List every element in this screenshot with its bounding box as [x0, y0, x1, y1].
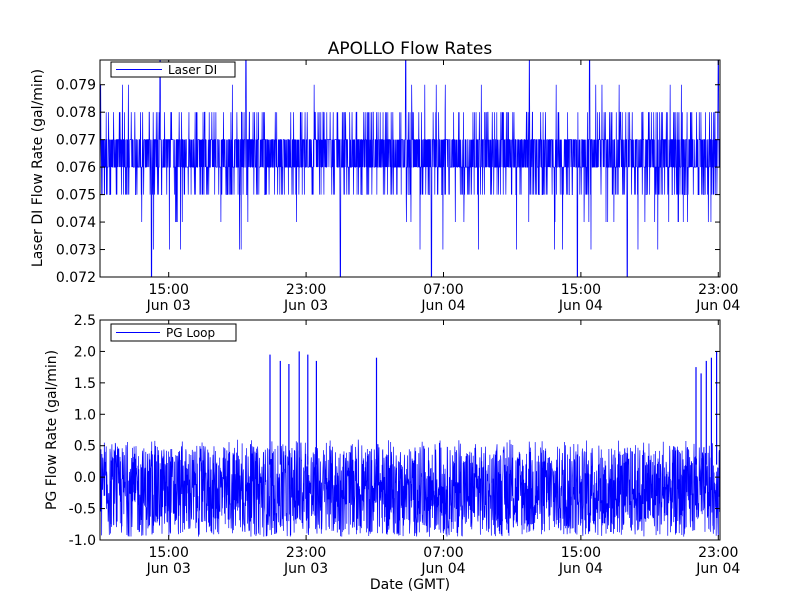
xtick-label-date: Jun 04: [558, 561, 603, 577]
ytick-label: 0.077: [56, 133, 96, 149]
xtick-label-time: 23:00: [286, 282, 326, 298]
xtick-label-date: Jun 04: [420, 298, 465, 314]
ytick-label: 2.0: [74, 344, 96, 360]
x-axis-title: Date (GMT): [370, 577, 450, 593]
figure: APOLLO Flow Rates 0.0720.0730.0740.0750.…: [0, 0, 800, 600]
xtick-label-time: 07:00: [423, 545, 463, 561]
xtick-label-time: 23:00: [698, 545, 738, 561]
laser-di-ylabel: Laser DI Flow Rate (gal/min): [30, 69, 46, 267]
xtick-label-date: Jun 04: [558, 298, 603, 314]
ytick-label: 0.072: [56, 270, 96, 286]
laser-di-panel: 0.072 0.073 0.074 0.075 0.076 0.077 0.078 0.079…: [30, 60, 740, 314]
xtick-label-date: Jun 04: [695, 561, 740, 577]
figure-title: APOLLO Flow Rates: [328, 39, 493, 59]
ytick-label: 0.078: [56, 105, 96, 121]
pg-loop-legend: PG Loop: [111, 324, 236, 341]
xtick-label-time: 15:00: [149, 545, 189, 561]
xtick-label-date: Jun 04: [420, 561, 465, 577]
ytick-label: 0.0: [74, 470, 96, 486]
ytick-label: 0.073: [56, 243, 96, 259]
ytick-label: 1.0: [74, 407, 96, 423]
xtick-label-date: Jun 03: [146, 561, 191, 577]
ytick-label: 0.076: [56, 160, 96, 176]
ytick-label: -1.0: [69, 533, 96, 549]
laser-di-legend-label: Laser DI: [168, 63, 217, 77]
xtick-label-date: Jun 03: [283, 298, 328, 314]
xtick-label-time: 23:00: [286, 545, 326, 561]
ytick-label: 2.5: [74, 313, 96, 329]
ytick-label: -0.5: [69, 502, 96, 518]
ytick-label: 0.079: [56, 78, 96, 94]
xtick-label-date: Jun 03: [283, 561, 328, 577]
pg-loop-ylabel: PG Flow Rate (gal/min): [44, 350, 60, 510]
pg-loop-legend-label: PG Loop: [166, 326, 215, 340]
xtick-label-date: Jun 04: [695, 298, 740, 314]
ytick-label: 0.075: [56, 188, 96, 204]
ytick-label: 1.5: [74, 376, 96, 392]
xtick-label-time: 15:00: [561, 545, 601, 561]
xtick-label-time: 23:00: [698, 282, 738, 298]
ytick-label: 0.074: [56, 215, 96, 231]
laser-di-legend: Laser DI: [111, 62, 235, 77]
xtick-label-date: Jun 03: [146, 298, 191, 314]
xtick-label-time: 07:00: [423, 282, 463, 298]
xtick-label-time: 15:00: [561, 282, 601, 298]
xtick-label-time: 15:00: [149, 282, 189, 298]
ytick-label: 0.5: [74, 439, 96, 455]
